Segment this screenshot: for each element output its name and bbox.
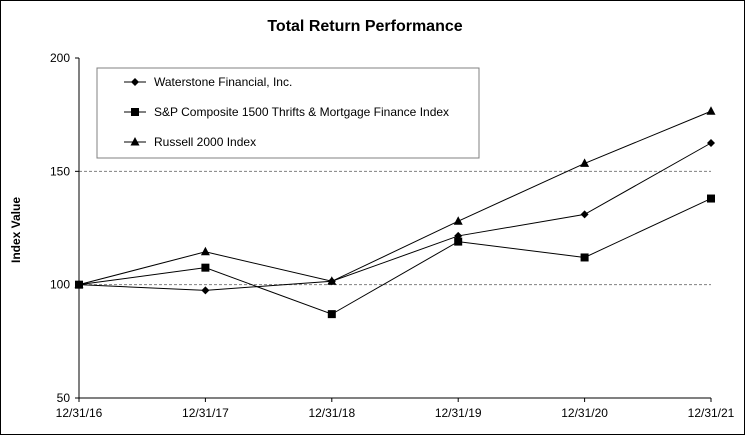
x-tick-label-1: 12/31/17 xyxy=(182,406,229,420)
x-tick-label-4: 12/31/20 xyxy=(561,406,608,420)
series-1 xyxy=(75,194,715,319)
series-0 xyxy=(75,139,715,295)
series-line-1 xyxy=(78,198,712,315)
x-tick-label-3: 12/31/19 xyxy=(435,406,482,420)
series-1-point-3 xyxy=(454,237,463,246)
y-axis-label: Index Value xyxy=(9,197,23,263)
legend-label-1: S&P Composite 1500 Thrifts & Mortgage Fi… xyxy=(154,105,449,119)
series-lines xyxy=(74,106,716,319)
series-2-point-0 xyxy=(74,279,84,289)
series-0-point-4 xyxy=(580,210,589,219)
series-2-point-4 xyxy=(580,158,590,167)
series-2-point-3 xyxy=(453,216,463,225)
y-tick-label-2: 150 xyxy=(50,164,70,178)
grid-lines xyxy=(79,170,711,286)
series-1-point-2 xyxy=(327,310,336,319)
y-tick-label-3: 200 xyxy=(50,51,70,65)
legend-marker-2 xyxy=(130,137,140,146)
x-tick-label-2: 12/31/18 xyxy=(308,406,355,420)
y-tick-label-0: 50 xyxy=(57,391,71,405)
tick-labels: 50 100 150 200 12/31/16 12/31/17 12/31/18 12/31… xyxy=(50,51,735,420)
legend-label-2: Russell 2000 Index xyxy=(154,135,256,149)
series-1-point-1 xyxy=(201,263,210,272)
axes xyxy=(75,57,712,402)
legend-label-0: Waterstone Financial, Inc. xyxy=(154,75,292,89)
series-2-point-2 xyxy=(327,276,337,285)
x-tick-label-0: 12/31/16 xyxy=(56,406,103,420)
y-tick-label-1: 100 xyxy=(50,278,70,292)
series-2-point-1 xyxy=(200,246,210,256)
series-2 xyxy=(74,106,716,289)
chart-title: Total Return Performance xyxy=(267,18,462,35)
series-1-point-4 xyxy=(580,253,589,262)
legend-marker-1 xyxy=(131,108,139,116)
series-line-0 xyxy=(78,142,712,291)
series-1-point-5 xyxy=(707,194,715,203)
legend-box xyxy=(96,67,480,159)
series-2-point-5 xyxy=(706,106,716,115)
x-tick-label-5: 12/31/21 xyxy=(688,406,735,420)
legend-marker-0 xyxy=(131,78,139,86)
series-0-point-5 xyxy=(707,139,715,147)
series-line-2 xyxy=(78,110,712,286)
series-0-point-1 xyxy=(201,286,210,295)
legend: Waterstone Financial, Inc. S&P Composite … xyxy=(96,67,480,159)
